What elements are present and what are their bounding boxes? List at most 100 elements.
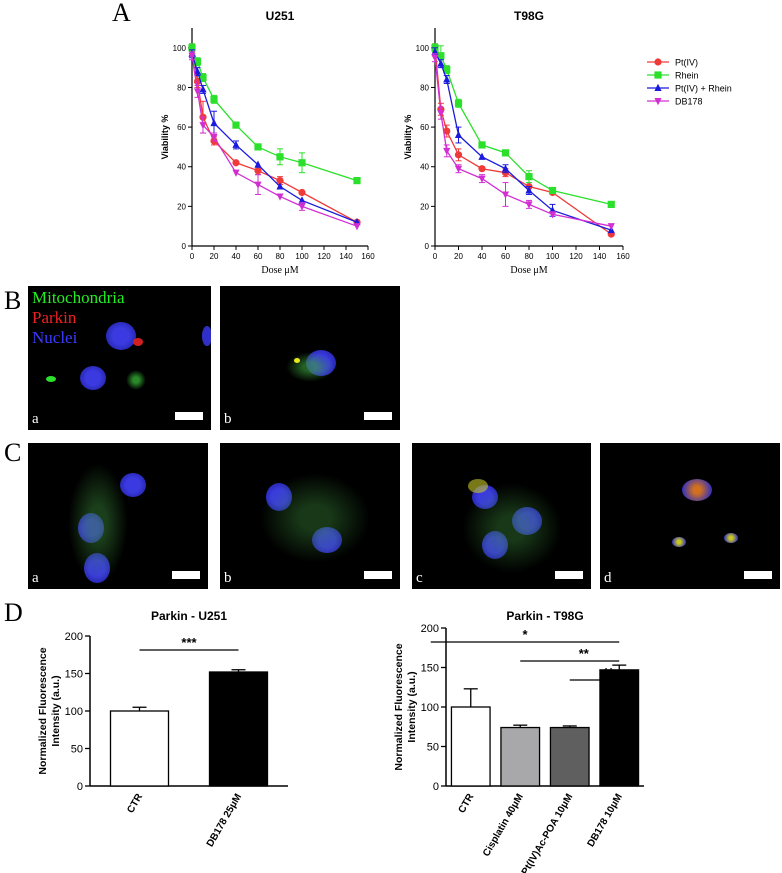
nucleus <box>80 366 106 390</box>
y-tick-label: 60 <box>420 123 429 132</box>
data-point <box>254 143 262 151</box>
nucleus <box>133 338 143 346</box>
x-tick-label: 140 <box>339 252 353 261</box>
bar <box>109 710 170 787</box>
data-point <box>254 181 262 189</box>
x-tick-label: 80 <box>276 252 285 261</box>
scale-bar <box>364 571 392 579</box>
x-tick-label: CTR <box>457 791 477 815</box>
micrograph-b-b: b <box>220 286 400 430</box>
data-point <box>478 165 486 173</box>
mito-spot <box>260 473 370 563</box>
channel-legend: Mitochondria Parkin Nuclei <box>32 288 125 348</box>
nucleus <box>120 473 146 497</box>
data-point <box>276 193 284 201</box>
x-tick-label: 160 <box>616 252 630 261</box>
data-point <box>654 58 662 66</box>
data-point <box>276 182 284 190</box>
data-point <box>501 164 510 172</box>
data-point <box>254 160 262 168</box>
scale-bar <box>172 571 200 579</box>
y-tick-label: 0 <box>433 781 439 793</box>
y-tick-label: 100 <box>421 702 439 714</box>
data-point <box>199 122 207 130</box>
significance-label: * <box>522 627 528 642</box>
y-tick-label: 60 <box>177 123 186 132</box>
data-point <box>232 121 240 129</box>
data-point <box>199 73 207 82</box>
x-tick-label: DB178 25μM <box>205 792 244 849</box>
y-axis-label: Normalized Fluorescence <box>393 643 405 770</box>
data-point <box>431 54 439 62</box>
bar <box>450 706 491 787</box>
x-tick-label: 40 <box>478 252 487 261</box>
sublabel-b: b <box>224 570 232 586</box>
y-tick-label: 50 <box>71 744 83 756</box>
series-line <box>434 51 612 231</box>
nucleus <box>482 531 508 559</box>
micrograph-c-d: d <box>600 443 780 589</box>
data-point <box>525 201 533 209</box>
data-point <box>607 200 615 208</box>
viability-chart-u251: U251 0 20 40 60 80 100 0 20 40 60 80 100 120 140 160 Dos… <box>160 9 375 276</box>
data-point <box>443 75 451 83</box>
bar <box>549 726 590 787</box>
data-point <box>654 98 662 106</box>
data-point <box>525 173 533 181</box>
legend-label: Rhein <box>675 71 699 81</box>
x-tick-label: 20 <box>454 252 463 261</box>
data-point <box>431 47 439 55</box>
y-tick-label: 100 <box>416 44 430 53</box>
nucleus <box>724 533 738 543</box>
series-line <box>191 53 358 223</box>
y-tick-label: 80 <box>177 83 186 92</box>
data-point <box>210 95 218 103</box>
y-tick-label: 0 <box>182 242 187 251</box>
x-axis-label: Dose μM <box>261 265 298 276</box>
nucleus <box>202 326 211 346</box>
mito-spot <box>462 483 562 573</box>
sublabel-a: a <box>32 411 39 427</box>
data-point <box>443 147 451 156</box>
data-point <box>437 110 445 118</box>
y-tick-label: 0 <box>77 781 83 793</box>
bar <box>599 669 640 787</box>
data-point <box>193 67 202 75</box>
y-tick-label: 20 <box>177 202 186 211</box>
data-point <box>193 58 202 66</box>
legend-label: Pt(IV) <box>675 58 698 68</box>
y-tick-label: 0 <box>425 242 430 251</box>
parkin-bar-chart-u251: Parkin - U251 0 50 100 150 200 Normalized Fluo… <box>37 609 288 849</box>
nucleus <box>78 513 104 543</box>
data-point <box>232 140 240 148</box>
legend-mitochondria: Mitochondria <box>32 288 125 307</box>
data-point <box>188 44 196 52</box>
y-tick-label: 80 <box>420 83 429 92</box>
significance-label: *** <box>181 635 197 650</box>
y-tick-label: 100 <box>173 44 187 53</box>
scale-bar <box>175 412 203 420</box>
chart-title: U251 <box>266 9 295 23</box>
data-point <box>298 196 306 204</box>
data-point <box>478 175 486 183</box>
x-tick-label: 160 <box>361 252 375 261</box>
mito-spot <box>286 352 334 382</box>
data-point <box>232 159 240 167</box>
y-axis-label: Intensity (a.u.) <box>50 675 62 746</box>
nucleus <box>512 507 542 535</box>
series-line <box>434 57 612 227</box>
x-tick-label: 120 <box>569 252 583 261</box>
micrograph-c-b: b <box>220 443 400 589</box>
y-tick-label: 20 <box>420 202 429 211</box>
mito-spot <box>468 479 488 493</box>
panel-label-d: D <box>4 598 23 627</box>
legend-label: DB178 <box>675 97 703 107</box>
x-tick-label: Cisplatin 40μM <box>481 792 526 859</box>
y-tick-label: 40 <box>420 163 429 172</box>
significance-label: ** <box>603 665 614 680</box>
sublabel-d: d <box>604 570 612 586</box>
x-tick-label: 100 <box>295 252 309 261</box>
x-tick-label: DB178 10μM <box>586 792 625 849</box>
data-point <box>548 186 557 195</box>
x-tick-label: 120 <box>317 252 331 261</box>
